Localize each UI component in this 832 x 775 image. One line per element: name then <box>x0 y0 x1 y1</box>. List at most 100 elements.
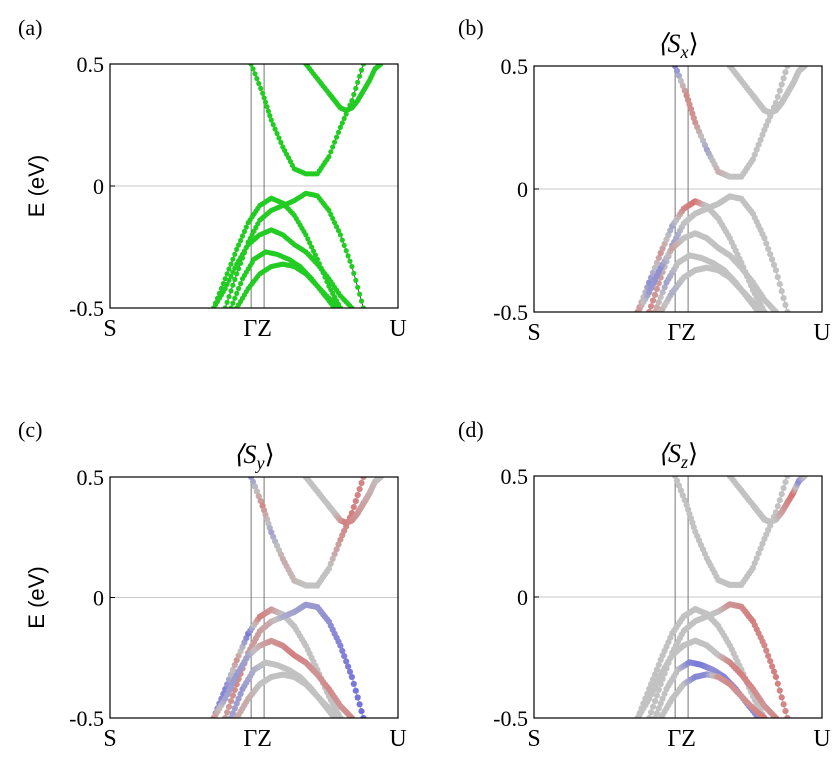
band-point <box>226 277 232 283</box>
band-point <box>334 224 340 230</box>
band-point <box>653 285 661 293</box>
band-point <box>233 700 240 707</box>
band-point <box>224 271 230 277</box>
band-point <box>276 135 282 141</box>
band-point <box>661 284 668 291</box>
panel-b: (b) ⟨Sx⟩ 0.5 0 -0.5S ΓZ U <box>458 15 831 346</box>
band-point <box>260 90 266 96</box>
band-point <box>753 146 760 153</box>
band-point <box>651 671 659 678</box>
band-point <box>334 134 340 140</box>
band-point <box>774 93 781 100</box>
band-point <box>339 647 346 655</box>
band-point <box>236 242 242 248</box>
band-point <box>232 295 238 301</box>
band-point <box>776 281 783 288</box>
x-tick-label: S <box>103 316 116 342</box>
band-point <box>774 274 781 281</box>
band-point <box>234 246 240 252</box>
band-point <box>349 263 355 270</box>
band-point <box>335 541 342 548</box>
band-point <box>679 82 686 89</box>
y-tick-label: 0 <box>517 585 528 610</box>
band-point <box>769 256 776 263</box>
band-point <box>659 695 666 702</box>
band-point <box>759 131 766 138</box>
band-point <box>350 680 357 688</box>
band-point <box>231 705 238 712</box>
band-point <box>784 66 791 70</box>
band-point <box>784 714 791 718</box>
band-point <box>358 298 365 304</box>
band-point <box>761 714 768 718</box>
band-point <box>303 232 309 238</box>
band-point <box>774 503 781 510</box>
spin-title-sub: x <box>680 42 689 62</box>
spin-title: ⟨Sx⟩ <box>657 29 698 62</box>
band-point <box>332 220 338 226</box>
y-axis-label: E (eV) <box>24 566 49 628</box>
band-point <box>222 714 229 718</box>
y-tick-label: 0.5 <box>501 54 529 79</box>
band-point <box>759 540 766 547</box>
band-point <box>357 291 363 297</box>
band-point <box>778 694 785 701</box>
band-point <box>326 154 332 160</box>
band-point <box>239 233 246 239</box>
band-point <box>653 666 661 673</box>
band-point <box>274 130 280 137</box>
band-point <box>258 85 264 91</box>
band-point <box>778 81 785 88</box>
band-point <box>356 486 363 493</box>
band-point <box>776 87 783 94</box>
band-point <box>254 76 260 82</box>
band-point <box>227 698 235 705</box>
band-point <box>351 91 357 98</box>
band-point <box>751 151 758 158</box>
band-point <box>261 95 267 101</box>
band-point <box>681 497 688 504</box>
x-tick-label: U <box>389 316 406 342</box>
band-point <box>358 708 365 715</box>
y-tick-label: -0.5 <box>69 296 104 321</box>
band-point <box>801 476 808 480</box>
band-point <box>232 276 238 283</box>
band-point <box>230 282 236 288</box>
band-point <box>681 87 688 94</box>
band-point <box>278 139 284 146</box>
spin-title-close: ⟩ <box>265 440 275 469</box>
band-point <box>309 244 315 250</box>
band-point <box>780 295 787 302</box>
band-point <box>349 305 355 308</box>
band-point <box>337 714 344 718</box>
band-point <box>229 710 236 717</box>
band-point <box>767 658 774 665</box>
band-point <box>232 251 238 257</box>
band-point <box>229 692 236 699</box>
band-point <box>248 64 254 67</box>
band-point <box>310 248 317 254</box>
band-point <box>655 254 662 261</box>
band-point <box>243 224 249 230</box>
band-point <box>228 305 234 308</box>
band-point <box>330 144 336 150</box>
panel-letter: (a) <box>18 15 42 40</box>
band-point <box>337 124 343 130</box>
band-point <box>339 120 345 126</box>
panel-c: (c) ⟨Sy⟩ 0.5 0 -0.5S ΓZ U E (eV) <box>18 417 407 752</box>
spin-title-sub: y <box>255 453 265 473</box>
band-point <box>780 75 787 82</box>
x-tick-label: U <box>389 726 406 752</box>
band-point <box>226 294 232 300</box>
band-point <box>351 270 357 276</box>
band-point <box>222 305 228 308</box>
band-point <box>757 136 764 143</box>
x-tick-label: ΓZ <box>243 726 272 752</box>
bands <box>210 477 384 718</box>
band-point <box>360 305 366 308</box>
band-point <box>761 642 768 649</box>
band-point <box>772 267 780 274</box>
band-point <box>675 72 683 79</box>
panel-letter: (d) <box>458 417 484 442</box>
band-point <box>328 211 334 218</box>
